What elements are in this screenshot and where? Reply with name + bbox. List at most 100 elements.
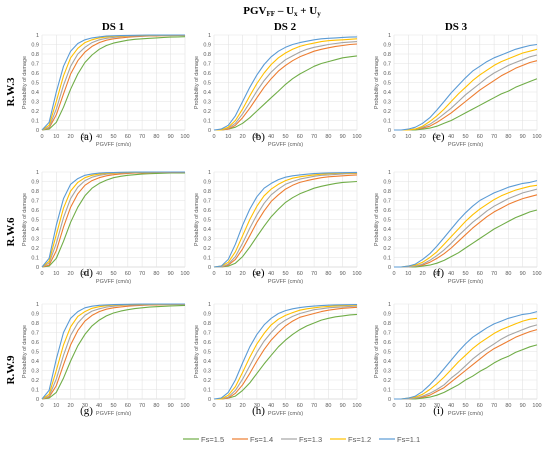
y-tick-label: 0.7 xyxy=(31,331,39,337)
legend-item-fs13: Fs=1.3 xyxy=(281,435,322,444)
y-tick-label: 0.2 xyxy=(203,246,211,252)
series-line xyxy=(213,36,358,131)
x-tick-label: 80 xyxy=(505,134,511,140)
x-tick-label: 100 xyxy=(352,134,361,140)
y-tick-label: 0 xyxy=(36,265,39,271)
x-tick-label: 50 xyxy=(462,134,468,140)
legend-label: Fs=1.5 xyxy=(201,435,224,444)
x-tick-label: 80 xyxy=(505,271,511,277)
x-tick-label: 0 xyxy=(212,403,215,409)
y-tick-label: 0.7 xyxy=(31,62,39,68)
series-line xyxy=(214,174,358,268)
y-tick-label: 0.1 xyxy=(203,388,211,394)
y-tick-label: 0.7 xyxy=(203,199,211,205)
y-tick-label: 1 xyxy=(388,170,391,176)
chart-panel: 00.10.20.30.40.50.60.70.80.910 10 20 30 40 50… xyxy=(374,33,542,148)
x-tick-label: 40 xyxy=(448,403,454,409)
x-tick-label: 30 xyxy=(82,134,88,140)
chart-panel: 00.10.20.30.40.50.60.70.80.910 10 20 30 40 50… xyxy=(194,170,362,285)
x-axis-title: PGVFF (cm/s) xyxy=(96,279,131,285)
series-line xyxy=(213,171,358,268)
x-tick-label: 50 xyxy=(110,134,116,140)
y-tick-label: 0.9 xyxy=(383,43,391,49)
y-tick-label: 0.8 xyxy=(203,52,211,58)
x-tick-label: 100 xyxy=(532,271,541,277)
x-tick-label: 90 xyxy=(340,271,346,277)
series-line xyxy=(214,43,358,131)
x-tick-label: 100 xyxy=(180,403,189,409)
x-tick-label: 30 xyxy=(254,134,260,140)
y-tick-label: 0.6 xyxy=(31,340,39,346)
y-tick-label: 0.6 xyxy=(203,340,211,346)
series-line xyxy=(214,172,358,268)
legend: Fs=1.5 Fs=1.4 Fs=1.3 Fs=1.2 Fs=1.1 xyxy=(183,435,420,444)
x-tick-label: 10 xyxy=(405,271,411,277)
x-tick-label: 60 xyxy=(477,134,483,140)
y-tick-label: 0.3 xyxy=(31,100,39,106)
x-tick-label: 100 xyxy=(180,271,189,277)
y-tick-label: 0.3 xyxy=(203,237,211,243)
x-tick-label: 60 xyxy=(125,403,131,409)
y-tick-label: 0.9 xyxy=(31,180,39,186)
x-tick-label: 100 xyxy=(532,403,541,409)
legend-item-fs14: Fs=1.4 xyxy=(232,435,273,444)
y-tick-label: 0.6 xyxy=(383,71,391,77)
series-line xyxy=(394,209,538,268)
legend-label: Fs=1.1 xyxy=(397,435,420,444)
legend-label: Fs=1.2 xyxy=(348,435,371,444)
x-tick-label: 20 xyxy=(240,403,246,409)
series-line xyxy=(41,303,185,400)
y-tick-label: 0.9 xyxy=(383,312,391,318)
x-tick-label: 60 xyxy=(297,271,303,277)
x-tick-label: 40 xyxy=(96,403,102,409)
x-tick-label: 60 xyxy=(297,134,303,140)
y-tick-label: 0.9 xyxy=(203,180,211,186)
y-tick-label: 0 xyxy=(388,397,391,403)
y-tick-label: 0.6 xyxy=(203,208,211,214)
y-tick-label: 0.1 xyxy=(203,256,211,262)
y-tick-label: 0.5 xyxy=(31,81,39,87)
x-tick-label: 80 xyxy=(153,403,159,409)
series-line xyxy=(394,180,538,268)
series-line xyxy=(41,36,186,131)
y-tick-label: 1 xyxy=(208,302,211,308)
y-axis-title: Probability of damage xyxy=(22,56,28,109)
series-line xyxy=(214,306,358,400)
y-tick-label: 0.4 xyxy=(383,90,391,96)
y-axis-title: Probability of damage xyxy=(194,193,200,246)
y-tick-label: 0.6 xyxy=(383,340,391,346)
x-tick-label: 90 xyxy=(520,134,526,140)
x-axis-title: PGVFF (cm/s) xyxy=(448,142,483,148)
x-tick-label: 40 xyxy=(268,403,274,409)
series-line xyxy=(214,304,358,400)
y-tick-label: 0.8 xyxy=(31,52,39,58)
y-tick-label: 0.5 xyxy=(203,218,211,224)
x-tick-label: 50 xyxy=(110,403,116,409)
series-line xyxy=(213,172,357,268)
y-tick-label: 0.4 xyxy=(31,359,39,365)
y-axis-title: Probability of damage xyxy=(194,56,200,109)
y-tick-label: 0.9 xyxy=(383,180,391,186)
series-line xyxy=(394,188,538,268)
x-tick-label: 60 xyxy=(477,403,483,409)
y-tick-label: 0.6 xyxy=(203,71,211,77)
x-tick-label: 0 xyxy=(40,134,43,140)
panels-group: 00.10.20.30.40.50.60.70.80.910 10 20 30 40 50… xyxy=(22,33,542,417)
x-tick-label: 30 xyxy=(82,403,88,409)
x-tick-label: 100 xyxy=(180,134,189,140)
y-axis-title: Probability of damage xyxy=(22,193,28,246)
y-tick-label: 0 xyxy=(36,397,39,403)
y-tick-label: 0.2 xyxy=(31,109,39,115)
series-line xyxy=(394,311,538,400)
y-tick-label: 0.2 xyxy=(31,378,39,384)
series-line xyxy=(214,305,358,400)
panel-letter: (f) xyxy=(433,267,444,279)
x-tick-label: 90 xyxy=(168,403,174,409)
legend-item-fs11: Fs=1.1 xyxy=(379,435,420,444)
series-line xyxy=(394,43,538,131)
x-tick-label: 50 xyxy=(110,271,116,277)
x-tick-label: 30 xyxy=(434,134,440,140)
x-tick-label: 90 xyxy=(340,403,346,409)
x-tick-label: 90 xyxy=(520,271,526,277)
x-tick-label: 0 xyxy=(392,134,395,140)
